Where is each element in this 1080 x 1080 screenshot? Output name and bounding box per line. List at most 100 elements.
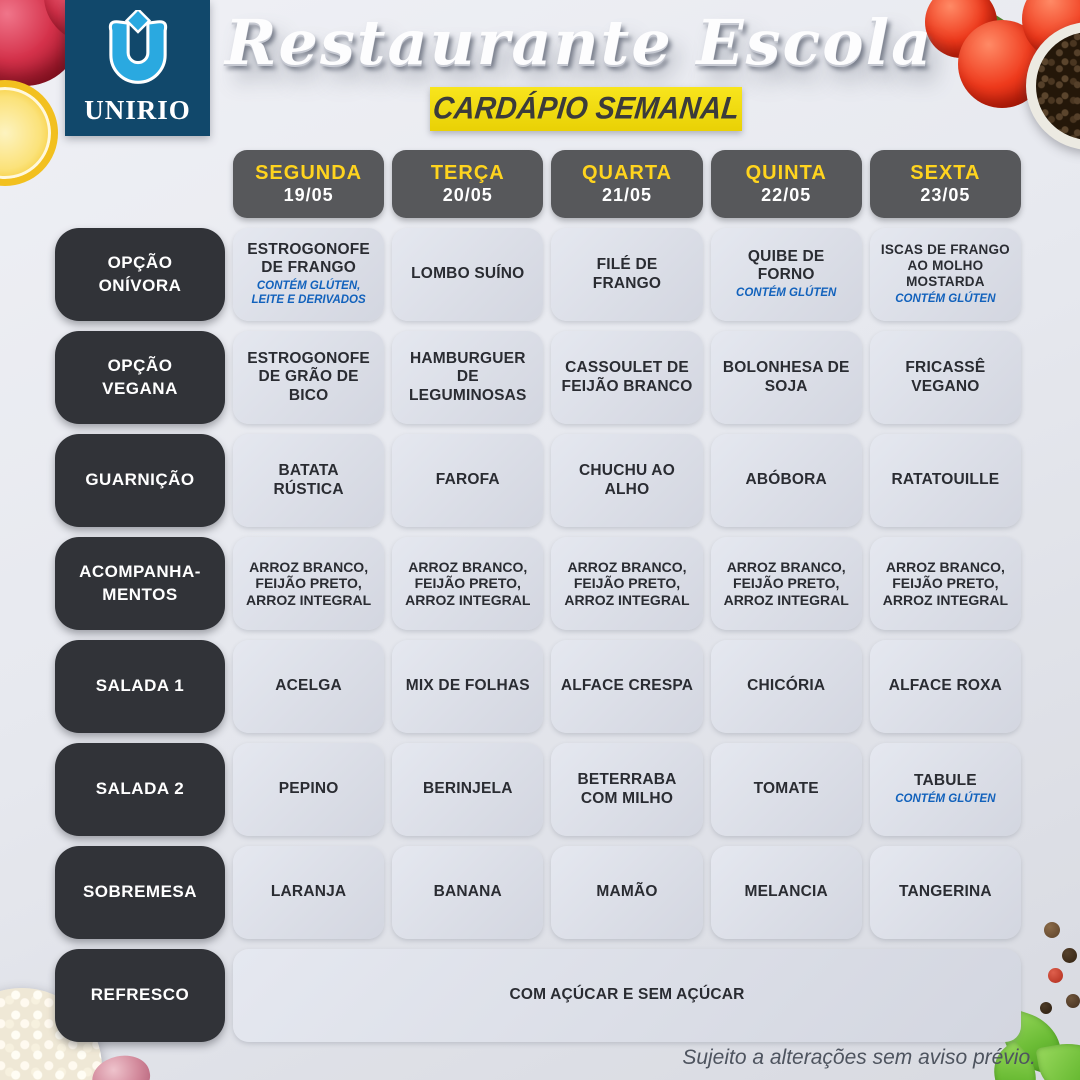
row-label-salada-1: SALADA 1 (55, 640, 225, 733)
dish-name: BANANA (433, 883, 502, 901)
peppercorn-photo (1066, 994, 1080, 1008)
peppercorn-photo (1048, 968, 1063, 983)
menu-cell-refresco: COM AÇÚCAR E SEM AÇÚCAR (233, 949, 1021, 1042)
menu-cell: ABÓBORA (710, 434, 862, 527)
dish-name: FILÉ DE FRANGO (592, 256, 662, 292)
row-label-acompanhamentos: ACOMPANHA-MENTOS (55, 537, 225, 630)
dish-name: BERINJELA (422, 780, 513, 798)
dish-name: TOMATE (753, 780, 819, 798)
menu-cell: CASSOULET DE FEIJÃO BRANCO (551, 331, 703, 424)
column-header-terca: TERÇA 20/05 (392, 150, 544, 218)
dish-name: ARROZ BRANCO, FEIJÃO PRETO, ARROZ INTEGR… (723, 558, 849, 608)
menu-cell: ARROZ BRANCO, FEIJÃO PRETO, ARROZ INTEGR… (869, 537, 1021, 630)
peppercorn-bowl-photo (1026, 22, 1080, 150)
menu-cell: HAMBURGUER DE LEGUMINOSAS (392, 331, 544, 424)
dish-name: ESTROGONOFE DE FRANGO (247, 240, 370, 277)
dish-name: ABÓBORA (745, 471, 827, 489)
menu-cell: MAMÃO (551, 846, 703, 939)
dish-name: LARANJA (270, 883, 347, 901)
dish-name: FAROFA (435, 471, 500, 489)
dish-name: FRICASSÊ VEGANO (905, 359, 986, 395)
menu-cell: BERINJELA (392, 743, 544, 836)
menu-cell: FRICASSÊ VEGANO (869, 331, 1021, 424)
logo-acronym: UNIRIO (84, 95, 191, 125)
day-name: QUINTA (745, 162, 827, 185)
dish-name: ACELGA (275, 677, 342, 695)
menu-cell: TOMATE (710, 743, 862, 836)
menu-cell: ESTROGONOFE DE GRÃO DE BICO (233, 331, 385, 424)
dish-name: ARROZ BRANCO, FEIJÃO PRETO, ARROZ INTEGR… (882, 558, 1008, 608)
dish-name: ESTROGONOFE DE GRÃO DE BICO (247, 350, 370, 404)
menu-cell: LARANJA (233, 846, 385, 939)
column-header-sexta: SEXTA 23/05 (869, 150, 1021, 218)
day-date: 23/05 (920, 185, 971, 206)
dish-name: MIX DE FOLHAS (405, 677, 530, 695)
lemon-slice-photo (0, 80, 58, 186)
menu-cell: TANGERINA (869, 846, 1021, 939)
dish-name: CHUCHU AO ALHO (579, 462, 675, 498)
day-name: TERÇA (430, 162, 505, 185)
menu-cell: ARROZ BRANCO, FEIJÃO PRETO, ARROZ INTEGR… (551, 537, 703, 630)
dish-name: MELANCIA (744, 883, 828, 901)
menu-cell: QUIBE DE FORNO CONTÉM GLÚTEN (710, 228, 862, 321)
unirio-logo: UNIRIO (65, 0, 210, 136)
menu-cell: ISCAS DE FRANGO AO MOLHO MOSTARDA CONTÉM… (869, 228, 1021, 321)
menu-cell: CHUCHU AO ALHO (551, 434, 703, 527)
subtitle-band: CARDÁPIO SEMANAL (430, 87, 742, 131)
menu-cell: ARROZ BRANCO, FEIJÃO PRETO, ARROZ INTEGR… (233, 537, 385, 630)
row-label-opcao-onivora: OPÇÃO ONÍVORA (55, 228, 225, 321)
peppercorn-photo (1040, 1002, 1052, 1014)
dish-name: TABULE (913, 771, 977, 789)
dish-name: HAMBURGUER DE LEGUMINOSAS (408, 350, 527, 404)
day-date: 19/05 (283, 185, 334, 206)
dish-name: BETERRABA COM MILHO (577, 771, 677, 807)
dish-name: CASSOULET DE FEIJÃO BRANCO (561, 359, 693, 395)
menu-cell: BETERRABA COM MILHO (551, 743, 703, 836)
dish-name: CHICÓRIA (747, 677, 826, 695)
menu-cell: ESTROGONOFE DE FRANGO CONTÉM GLÚTEN, LEI… (233, 228, 385, 321)
dish-name: ARROZ BRANCO, FEIJÃO PRETO, ARROZ INTEGR… (245, 558, 372, 608)
grid-corner (55, 150, 225, 218)
dish-name: RATATOUILLE (891, 471, 1000, 489)
menu-cell: LOMBO SUÍNO (392, 228, 544, 321)
menu-cell: BATATA RÚSTICA (233, 434, 385, 527)
menu-cell: MIX DE FOLHAS (392, 640, 544, 733)
peppercorn-photo (1062, 948, 1077, 963)
page-title: Restaurante Escola (225, 6, 934, 79)
day-date: 21/05 (601, 185, 653, 206)
day-name: SEGUNDA (255, 162, 363, 185)
menu-cell: ACELGA (233, 640, 385, 733)
subtitle-text: CARDÁPIO SEMANAL (431, 91, 741, 126)
dish-name: ALFACE ROXA (888, 677, 1003, 695)
peppercorn-photo (1044, 922, 1060, 938)
dish-name: BOLONHESA DE SOJA (722, 359, 850, 395)
allergen-note: CONTÉM GLÚTEN (895, 793, 996, 806)
row-label-guarnicao: GUARNIÇÃO (55, 434, 225, 527)
row-label-salada-2: SALADA 2 (55, 743, 225, 836)
day-date: 20/05 (442, 185, 493, 206)
menu-cell: CHICÓRIA (710, 640, 862, 733)
day-date: 22/05 (761, 185, 812, 206)
menu-grid: SEGUNDA 19/05 TERÇA 20/05 QUARTA 21/05 Q… (55, 150, 1021, 1042)
menu-cell: ARROZ BRANCO, FEIJÃO PRETO, ARROZ INTEGR… (710, 537, 862, 630)
dish-name: ALFACE CRESPA (560, 677, 694, 695)
dish-name: COM AÇÚCAR E SEM AÇÚCAR (509, 986, 745, 1004)
column-header-quarta: QUARTA 21/05 (551, 150, 703, 218)
menu-cell: FILÉ DE FRANGO (551, 228, 703, 321)
dish-name: ARROZ BRANCO, FEIJÃO PRETO, ARROZ INTEGR… (564, 558, 690, 608)
menu-cell: RATATOUILLE (869, 434, 1021, 527)
allergen-note: CONTÉM GLÚTEN (895, 292, 996, 305)
unirio-crest-icon (108, 10, 167, 84)
row-label-refresco: REFRESCO (55, 949, 225, 1042)
row-label-opcao-vegana: OPÇÃO VEGANA (55, 331, 225, 424)
menu-cell: MELANCIA (710, 846, 862, 939)
disclaimer-text: Sujeito a alterações sem aviso prévio. (682, 1046, 1036, 1069)
day-name: SEXTA (910, 162, 981, 185)
allergen-note: CONTÉM GLÚTEN (736, 287, 837, 300)
row-label-sobremesa: SOBREMESA (55, 846, 225, 939)
dish-name: ARROZ BRANCO, FEIJÃO PRETO, ARROZ INTEGR… (405, 558, 531, 608)
dish-name: ISCAS DE FRANGO AO MOLHO MOSTARDA (880, 242, 1010, 290)
dish-name: QUIBE DE FORNO (747, 247, 825, 284)
allergen-note: CONTÉM GLÚTEN, LEITE E DERIVADOS (251, 280, 366, 307)
menu-cell: BANANA (392, 846, 544, 939)
